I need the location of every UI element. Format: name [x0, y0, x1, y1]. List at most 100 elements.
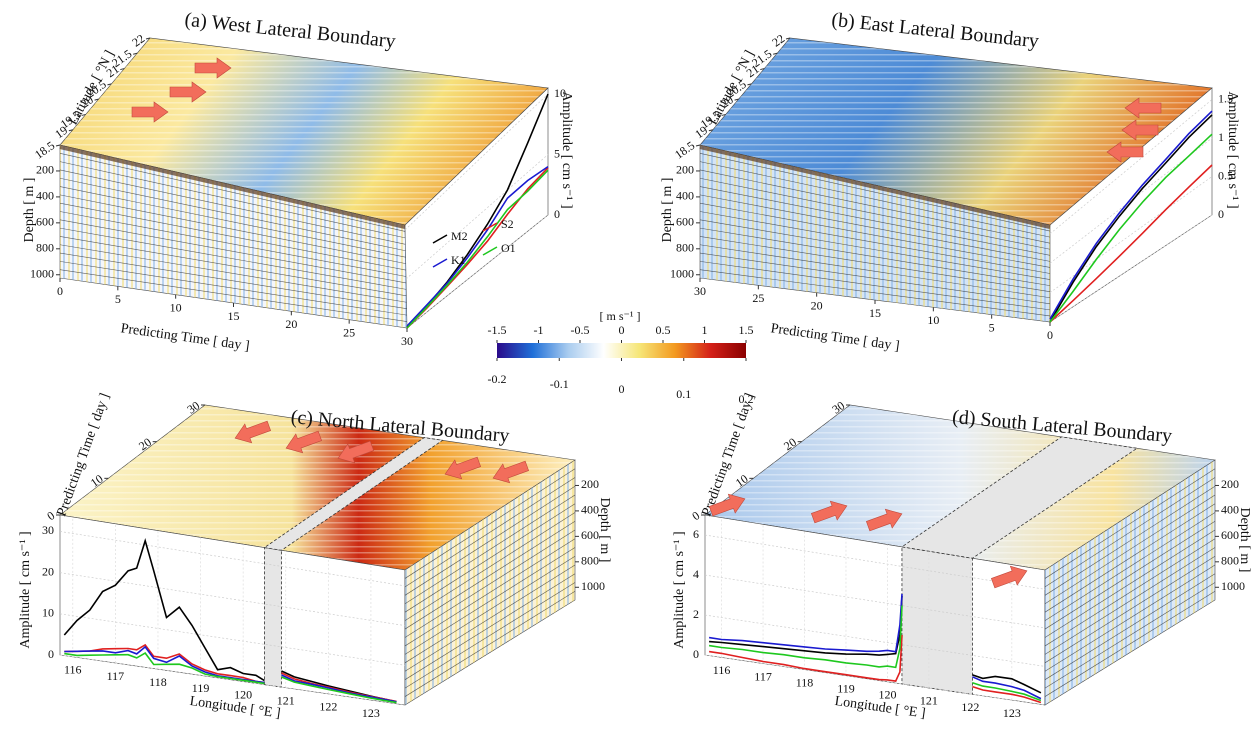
contour-line — [59, 219, 407, 284]
legend-label: M2 — [451, 229, 468, 243]
x-tick-label: 116 — [713, 663, 731, 677]
series-line — [1049, 110, 1213, 320]
contour-line — [699, 227, 1051, 286]
arrow — [1106, 141, 1144, 163]
x-tick-label: 121 — [920, 694, 938, 708]
y-tick-label: 6 — [693, 527, 699, 541]
z-tick-label: 600 — [1221, 528, 1239, 542]
x-tick-label: 123 — [362, 706, 380, 720]
grid-line — [704, 614, 1046, 667]
series-line — [1049, 133, 1213, 323]
contour-line — [404, 485, 576, 596]
z-tick-label: 400 — [676, 189, 694, 203]
surface-band — [59, 145, 406, 229]
contour-line — [59, 211, 407, 277]
x-tick-label: 116 — [64, 663, 82, 677]
colorbar — [497, 343, 746, 358]
legend-swatch — [482, 222, 498, 232]
arrow — [169, 81, 207, 103]
contour-line — [59, 261, 407, 316]
arrow — [194, 57, 232, 79]
contour-line — [404, 520, 576, 630]
gap-region — [900, 436, 1139, 559]
z-tick-label: 1000 — [670, 267, 694, 281]
t-tick-label: 5 — [989, 320, 995, 334]
t-tick-label: 0 — [57, 284, 63, 298]
contour-line — [1044, 485, 1216, 596]
x-tick — [695, 144, 701, 147]
t-tick-label: 15 — [228, 309, 240, 323]
arrow — [1121, 119, 1159, 141]
contour-line — [699, 153, 1051, 232]
y-tick-label: 20 — [42, 564, 54, 578]
x-tick — [760, 68, 765, 71]
z-tick-label: 1000 — [581, 579, 605, 593]
z-tick-label: 600 — [676, 215, 694, 229]
y-tick-label: 0 — [693, 647, 699, 661]
arrow — [337, 440, 375, 464]
x-tick-label: 121 — [277, 693, 295, 707]
contour-line — [699, 177, 1051, 250]
contour-line — [699, 236, 1051, 292]
y-tick-label: 30 — [42, 523, 54, 537]
contour-line — [699, 169, 1051, 244]
x-tick — [68, 129, 73, 132]
contour-line — [59, 161, 406, 239]
contour-line — [59, 269, 407, 322]
grid-line — [1049, 99, 1213, 235]
colorbar-tick-label: 1.5 — [739, 323, 754, 337]
gap-region — [263, 437, 444, 551]
axis-label: Amplitude [ cm s⁻¹ ] — [1225, 91, 1240, 208]
contour-line — [59, 186, 406, 258]
panel-title: (b) East Lateral Boundary — [830, 9, 1039, 53]
colorbar-tick-label: 0 — [619, 382, 625, 396]
series-line — [1049, 114, 1213, 323]
arrow — [444, 456, 482, 480]
series-line — [708, 605, 1042, 702]
series-line — [64, 652, 397, 704]
arrow — [492, 460, 530, 484]
arrow — [865, 508, 903, 532]
arrow — [990, 565, 1028, 589]
x-tick — [734, 98, 739, 101]
x-tick — [120, 68, 125, 71]
axis-label: Predicting Time [ day ] — [120, 321, 251, 354]
colorbar-tick-label: -1.5 — [488, 323, 507, 337]
t-tick-label: 30 — [401, 334, 413, 348]
y-tick-label: 0 — [554, 207, 560, 221]
axis-label: Depth [ m ] — [22, 178, 37, 243]
legend-label: K1 — [451, 253, 466, 267]
x-tick-label: 118 — [149, 675, 167, 689]
z-tick-label: 800 — [36, 241, 54, 255]
contour-line — [1044, 529, 1216, 638]
contour-line — [699, 252, 1051, 305]
legend-swatch — [432, 258, 448, 268]
contour-line — [404, 547, 576, 655]
axis-label: Amplitude [ cm s⁻¹ ] — [672, 531, 687, 648]
legend-swatch — [432, 234, 448, 244]
x-tick — [145, 37, 151, 40]
z-tick-label: 800 — [1221, 554, 1239, 568]
contour-line — [1044, 555, 1216, 664]
contour-line — [1044, 512, 1216, 621]
t-tick-label: 0 — [1047, 328, 1053, 342]
z-tick-label: 400 — [1221, 503, 1239, 517]
contour-line — [699, 219, 1051, 280]
axis-label: Depth [ m ] — [597, 498, 612, 563]
series-line — [708, 634, 1042, 704]
contour-line — [699, 211, 1051, 274]
arrow — [131, 101, 169, 123]
contour-line — [404, 573, 576, 680]
colorbar-label: [ m s⁻¹ ] — [600, 309, 641, 323]
z-tick-label: 800 — [676, 241, 694, 255]
heat-texture — [405, 460, 575, 705]
z-tick-label: 800 — [581, 554, 599, 568]
axis-label: Amplitude [ cm s⁻¹ ] — [559, 91, 574, 208]
y-tick-label: 5 — [554, 146, 560, 160]
contour-line — [59, 169, 406, 245]
arrow — [810, 500, 848, 524]
contour-line — [699, 161, 1051, 238]
x-tick-label: 119 — [192, 681, 210, 695]
heat-texture — [1045, 460, 1215, 705]
z-tick-label: 200 — [581, 477, 599, 491]
